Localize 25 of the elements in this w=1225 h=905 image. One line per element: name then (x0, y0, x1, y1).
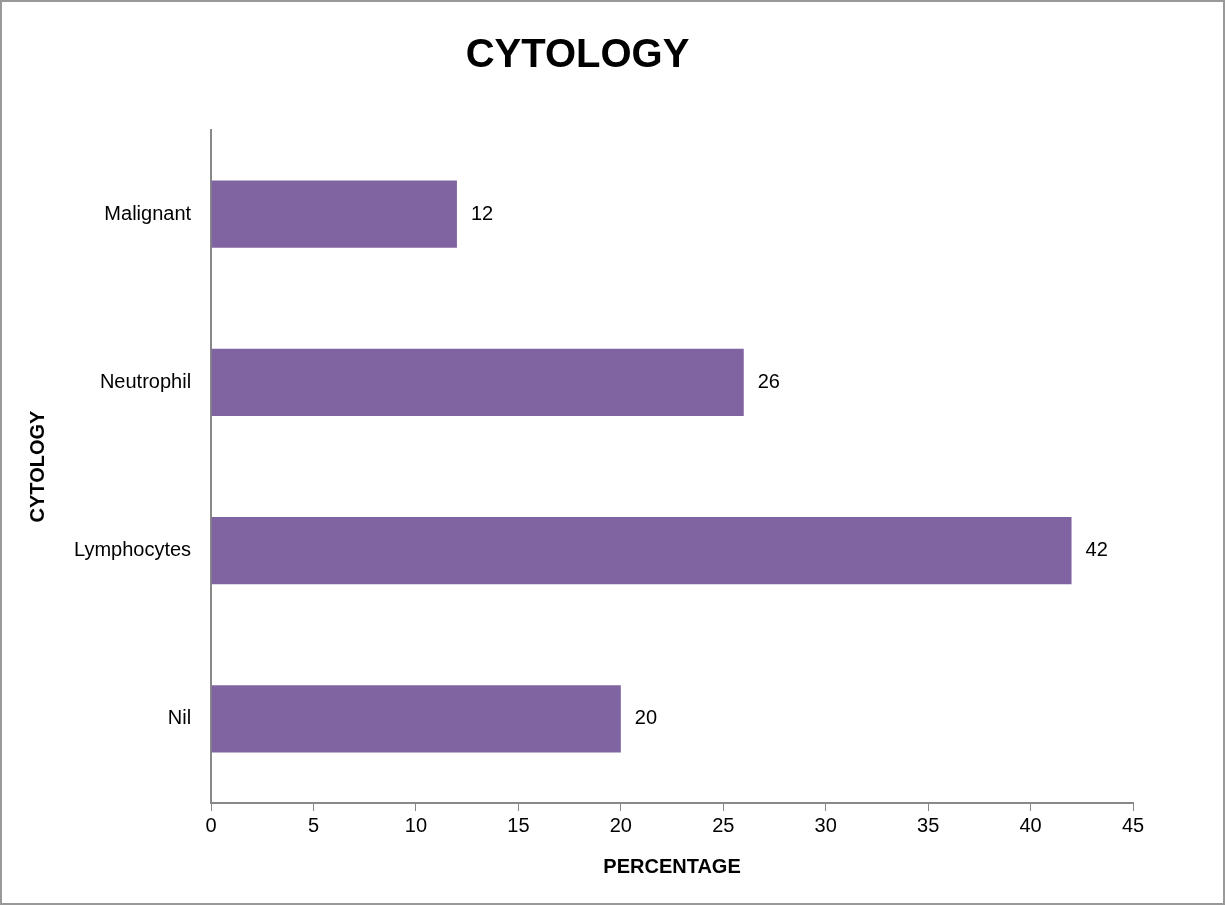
data-label: 42 (1085, 538, 1108, 561)
y-tick-label: Neutrophil (99, 369, 192, 392)
data-label: 26 (757, 369, 780, 392)
x-tick-label: 20 (609, 813, 632, 836)
y-tick-label: Malignant (104, 201, 192, 224)
bar (211, 685, 621, 753)
data-label: 20 (634, 706, 658, 729)
x-tick-label: 45 (1121, 813, 1145, 836)
data-label: 12 (470, 201, 494, 224)
chart-title: CYTOLOGY (465, 31, 690, 76)
bar (211, 180, 457, 248)
x-tick-label: 0 (205, 813, 217, 836)
bar (211, 348, 744, 417)
x-axis-title: PERCENTAGE (603, 854, 741, 877)
y-axis-title: CYTOLOGY (25, 409, 48, 523)
x-tick-label: 30 (814, 813, 837, 836)
x-tick-label: 15 (507, 813, 530, 836)
bar (211, 516, 1072, 585)
y-tick-label: Nil (167, 706, 192, 729)
x-tick-label: 25 (712, 813, 735, 836)
x-tick-label: 5 (307, 813, 320, 836)
x-tick-label: 35 (917, 813, 940, 836)
x-tick-label: 10 (404, 813, 428, 836)
x-tick-label: 40 (1019, 813, 1042, 836)
y-tick-label: Lymphocytes (74, 538, 192, 561)
